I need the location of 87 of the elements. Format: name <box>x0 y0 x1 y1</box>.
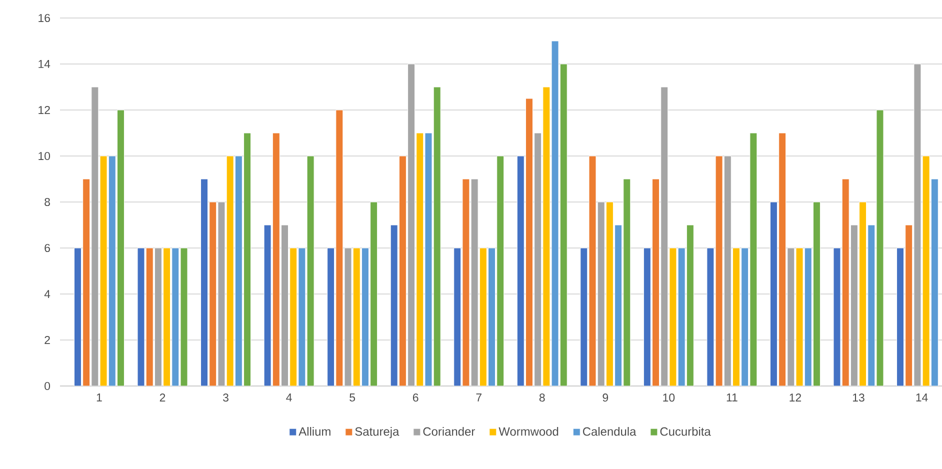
bar <box>614 224 622 386</box>
bar <box>496 156 504 386</box>
x-tick-label: 14 <box>916 394 928 402</box>
bar <box>787 248 795 386</box>
bar <box>623 178 631 386</box>
bar <box>154 248 162 386</box>
bar <box>842 178 850 386</box>
bar <box>408 64 416 386</box>
bar <box>850 224 858 386</box>
bar <box>812 202 820 386</box>
x-tick-label: 9 <box>602 394 608 402</box>
legend-label: Coriander <box>423 426 475 436</box>
y-tick-label: 12 <box>38 106 50 114</box>
bar <box>804 248 812 386</box>
y-tick-label: 10 <box>38 152 50 160</box>
bar <box>525 98 533 386</box>
bar <box>116 110 124 386</box>
bar <box>905 224 913 386</box>
bar <box>370 202 378 386</box>
bar <box>580 248 588 386</box>
x-tick-label: 7 <box>476 394 482 402</box>
bar <box>859 202 867 386</box>
bar <box>652 178 660 386</box>
bar <box>390 224 398 386</box>
bar <box>82 178 90 386</box>
x-tick-label: 1 <box>96 394 102 402</box>
bar <box>433 86 441 386</box>
bar <box>868 224 876 386</box>
bar <box>479 248 487 386</box>
x-tick-label: 4 <box>286 394 292 402</box>
bar <box>327 248 335 386</box>
bar <box>686 224 694 386</box>
x-tick-label: 13 <box>852 394 864 402</box>
bar <box>163 248 171 386</box>
bar <box>597 202 605 386</box>
bar <box>606 202 614 386</box>
y-tick-label: 2 <box>44 336 50 344</box>
legend-label: Satureja <box>355 426 400 438</box>
y-tick-label: 16 <box>38 14 50 22</box>
bar <box>516 156 524 386</box>
bar <box>732 248 740 386</box>
y-tick-label: 6 <box>44 244 50 252</box>
bar <box>741 248 749 386</box>
bar <box>172 248 180 386</box>
x-tick-label: 5 <box>350 394 356 402</box>
bar <box>146 248 154 386</box>
x-tick-label: 12 <box>790 394 802 402</box>
bar <box>416 132 424 386</box>
x-tick-label: 2 <box>160 394 166 402</box>
bar <box>454 248 462 386</box>
x-tick-label: 6 <box>412 394 418 402</box>
x-tick-label: 11 <box>726 394 738 402</box>
bar <box>930 178 938 386</box>
bar <box>234 156 242 386</box>
legend-label: Allium <box>298 426 330 436</box>
bar <box>534 132 542 386</box>
bar <box>108 156 116 386</box>
y-tick-label: 4 <box>44 290 50 298</box>
x-tick-label: 8 <box>539 394 545 402</box>
bar <box>352 248 360 386</box>
bar <box>272 132 280 386</box>
bar <box>778 132 786 386</box>
bar <box>724 156 732 386</box>
bar <box>290 248 298 386</box>
bar <box>896 248 904 386</box>
bar <box>361 248 369 386</box>
x-tick-label: 10 <box>663 394 675 402</box>
bar <box>660 86 668 386</box>
bar <box>209 202 217 386</box>
y-tick-label: 8 <box>44 198 50 206</box>
bar <box>398 156 406 386</box>
bar <box>643 248 651 386</box>
bar <box>678 248 686 386</box>
y-tick-label: 0 <box>44 382 50 390</box>
legend-label: Calendula <box>582 426 636 436</box>
legend-label: Cucurbita <box>660 426 711 436</box>
x-tick-label: 3 <box>223 394 228 402</box>
bar <box>74 248 82 386</box>
bar <box>560 64 568 386</box>
bar <box>200 178 208 386</box>
bar <box>770 202 778 386</box>
bar <box>488 248 496 386</box>
bar <box>244 132 252 386</box>
y-tick-label: 14 <box>38 60 50 68</box>
legend-label: Wormwood <box>498 426 558 436</box>
bar <box>280 224 288 386</box>
bar <box>336 110 344 386</box>
